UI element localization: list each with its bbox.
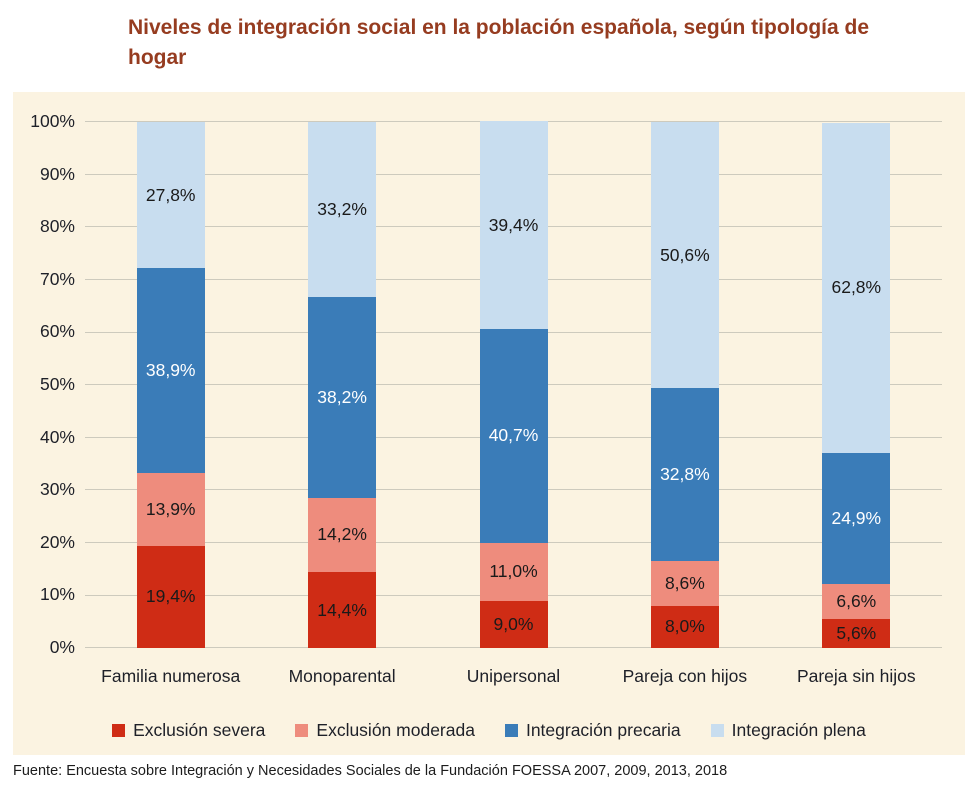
legend-label-integracion-precaria: Integración precaria <box>525 719 681 740</box>
segment-value-label: 40,7% <box>488 425 539 446</box>
source-note: Fuente: Encuesta sobre Integración y Nec… <box>13 763 728 779</box>
y-axis-tick-30: 30% <box>39 479 75 500</box>
legend: Exclusión severa Exclusión moderada Integr… <box>13 717 965 743</box>
segment-value-label: 32,8% <box>660 463 710 484</box>
segment-integracion-precaria: 32,8% <box>650 388 719 561</box>
segment-exclusion-severa: 5,6% <box>822 618 891 648</box>
segment-integracion-plena: 50,6% <box>650 122 719 389</box>
segment-exclusion-severa: 14,4% <box>308 572 377 648</box>
y-axis-tick-80: 80% <box>39 216 75 237</box>
segment-value-label: 62,8% <box>831 277 882 298</box>
segment-value-label: 14,2% <box>317 524 367 545</box>
segment-exclusion-severa: 8,0% <box>650 605 719 648</box>
segment-exclusion-moderada: 6,6% <box>822 583 891 619</box>
segment-value-label: 5,6% <box>836 622 877 643</box>
chart-title: Niveles de integración social en la pobl… <box>128 13 977 73</box>
segment-integracion-precaria: 24,9% <box>822 452 891 584</box>
segment-value-label: 38,2% <box>317 386 367 407</box>
segment-integracion-precaria: 40,7% <box>479 328 548 543</box>
segment-value-label: 14,4% <box>317 599 367 620</box>
segment-integracion-plena: 39,4% <box>479 121 548 329</box>
chart-title-line-1: Niveles de integración social en la pobl… <box>128 16 870 39</box>
y-axis-tick-70: 70% <box>39 268 75 289</box>
segment-value-label: 33,2% <box>317 198 367 219</box>
legend-swatch-integracion-plena <box>710 723 724 737</box>
segment-value-label: 19,4% <box>145 586 196 607</box>
legend-item-integracion-plena: Integración plena <box>710 719 866 741</box>
segment-value-label: 9,0% <box>493 613 534 634</box>
legend-item-exclusion-severa: Exclusión severa <box>112 720 265 741</box>
legend-item-integracion-precaria: Integración precaria <box>504 719 681 741</box>
legend-swatch-exclusion-moderada <box>295 723 309 737</box>
plot-area: 0% 10% 20% 30% 40% 50% 60% 70% 80% 90% 100% 19,4% 13… <box>30 111 942 686</box>
y-axis-tick-50: 50% <box>39 374 75 394</box>
y-axis-tick-100: 100% <box>30 111 75 131</box>
segment-value-label: 24,9% <box>831 507 882 528</box>
bar-pareja-sin-hijos: 5,6% 6,6% 24,9% 62,8% <box>822 122 891 648</box>
x-axis-label-familia-numerosa: Familia numerosa <box>101 666 241 686</box>
segment-exclusion-moderada: 14,2% <box>308 497 377 573</box>
y-axis-tick-40: 40% <box>39 426 75 447</box>
y-axis-tick-0: 0% <box>49 637 75 657</box>
segment-value-label: 11,0% <box>489 561 538 582</box>
segment-exclusion-severa: 9,0% <box>479 600 548 648</box>
chart-title-line-2: hogar <box>128 46 187 69</box>
x-axis-label-pareja-con-hijos: Pareja con hijos <box>622 666 748 686</box>
segment-exclusion-moderada: 13,9% <box>136 472 205 546</box>
legend-item-exclusion-moderada: Exclusión moderada <box>295 720 475 741</box>
x-axis-label-unipersonal: Unipersonal <box>466 666 561 686</box>
legend-swatch-exclusion-severa <box>112 723 126 737</box>
segment-integracion-precaria: 38,9% <box>136 268 205 473</box>
legend-label-exclusion-severa: Exclusión severa <box>133 719 266 740</box>
segment-integracion-precaria: 38,2% <box>308 296 377 498</box>
segment-value-label: 6,6% <box>836 590 877 611</box>
legend-label-integracion-plena: Integración plena <box>731 719 866 740</box>
bar-unipersonal: 9,0% 11,0% 40,7% 39,4% <box>479 121 548 648</box>
y-axis-tick-20: 20% <box>39 531 75 552</box>
segment-value-label: 27,8% <box>145 184 196 205</box>
chart-panel: 0% 10% 20% 30% 40% 50% 60% 70% 80% 90% 100% 19,4% 13… <box>13 92 965 755</box>
segment-value-label: 13,9% <box>145 498 196 519</box>
segment-value-label: 50,6% <box>660 244 710 265</box>
x-axis-label-pareja-sin-hijos: Pareja sin hijos <box>796 666 916 686</box>
x-axis-label-monoparental: Monoparental <box>288 666 396 686</box>
segment-value-label: 38,9% <box>145 360 196 381</box>
legend-label-exclusion-moderada: Exclusión moderada <box>316 719 475 740</box>
segment-integracion-plena: 62,8% <box>822 122 891 453</box>
legend-swatch-integracion-precaria <box>504 723 518 737</box>
y-axis-tick-10: 10% <box>39 584 75 605</box>
segment-integracion-plena: 33,2% <box>308 122 377 297</box>
y-axis-tick-60: 60% <box>39 321 75 342</box>
y-axis-tick-90: 90% <box>39 163 75 184</box>
segment-value-label: 8,6% <box>664 572 705 593</box>
segment-exclusion-moderada: 11,0% <box>479 542 548 601</box>
segment-exclusion-severa: 19,4% <box>136 545 205 648</box>
bar-monoparental: 14,4% 14,2% 38,2% 33,2% <box>308 122 377 648</box>
segment-exclusion-moderada: 8,6% <box>650 560 719 606</box>
segment-value-label: 39,4% <box>488 214 539 235</box>
bar-familia-numerosa: 19,4% 13,9% 38,9% 27,8% <box>136 122 205 648</box>
segment-integracion-plena: 27,8% <box>136 122 205 269</box>
bar-pareja-con-hijos: 8,0% 8,6% 32,8% 50,6% <box>650 122 719 648</box>
segment-value-label: 8,0% <box>664 616 705 637</box>
